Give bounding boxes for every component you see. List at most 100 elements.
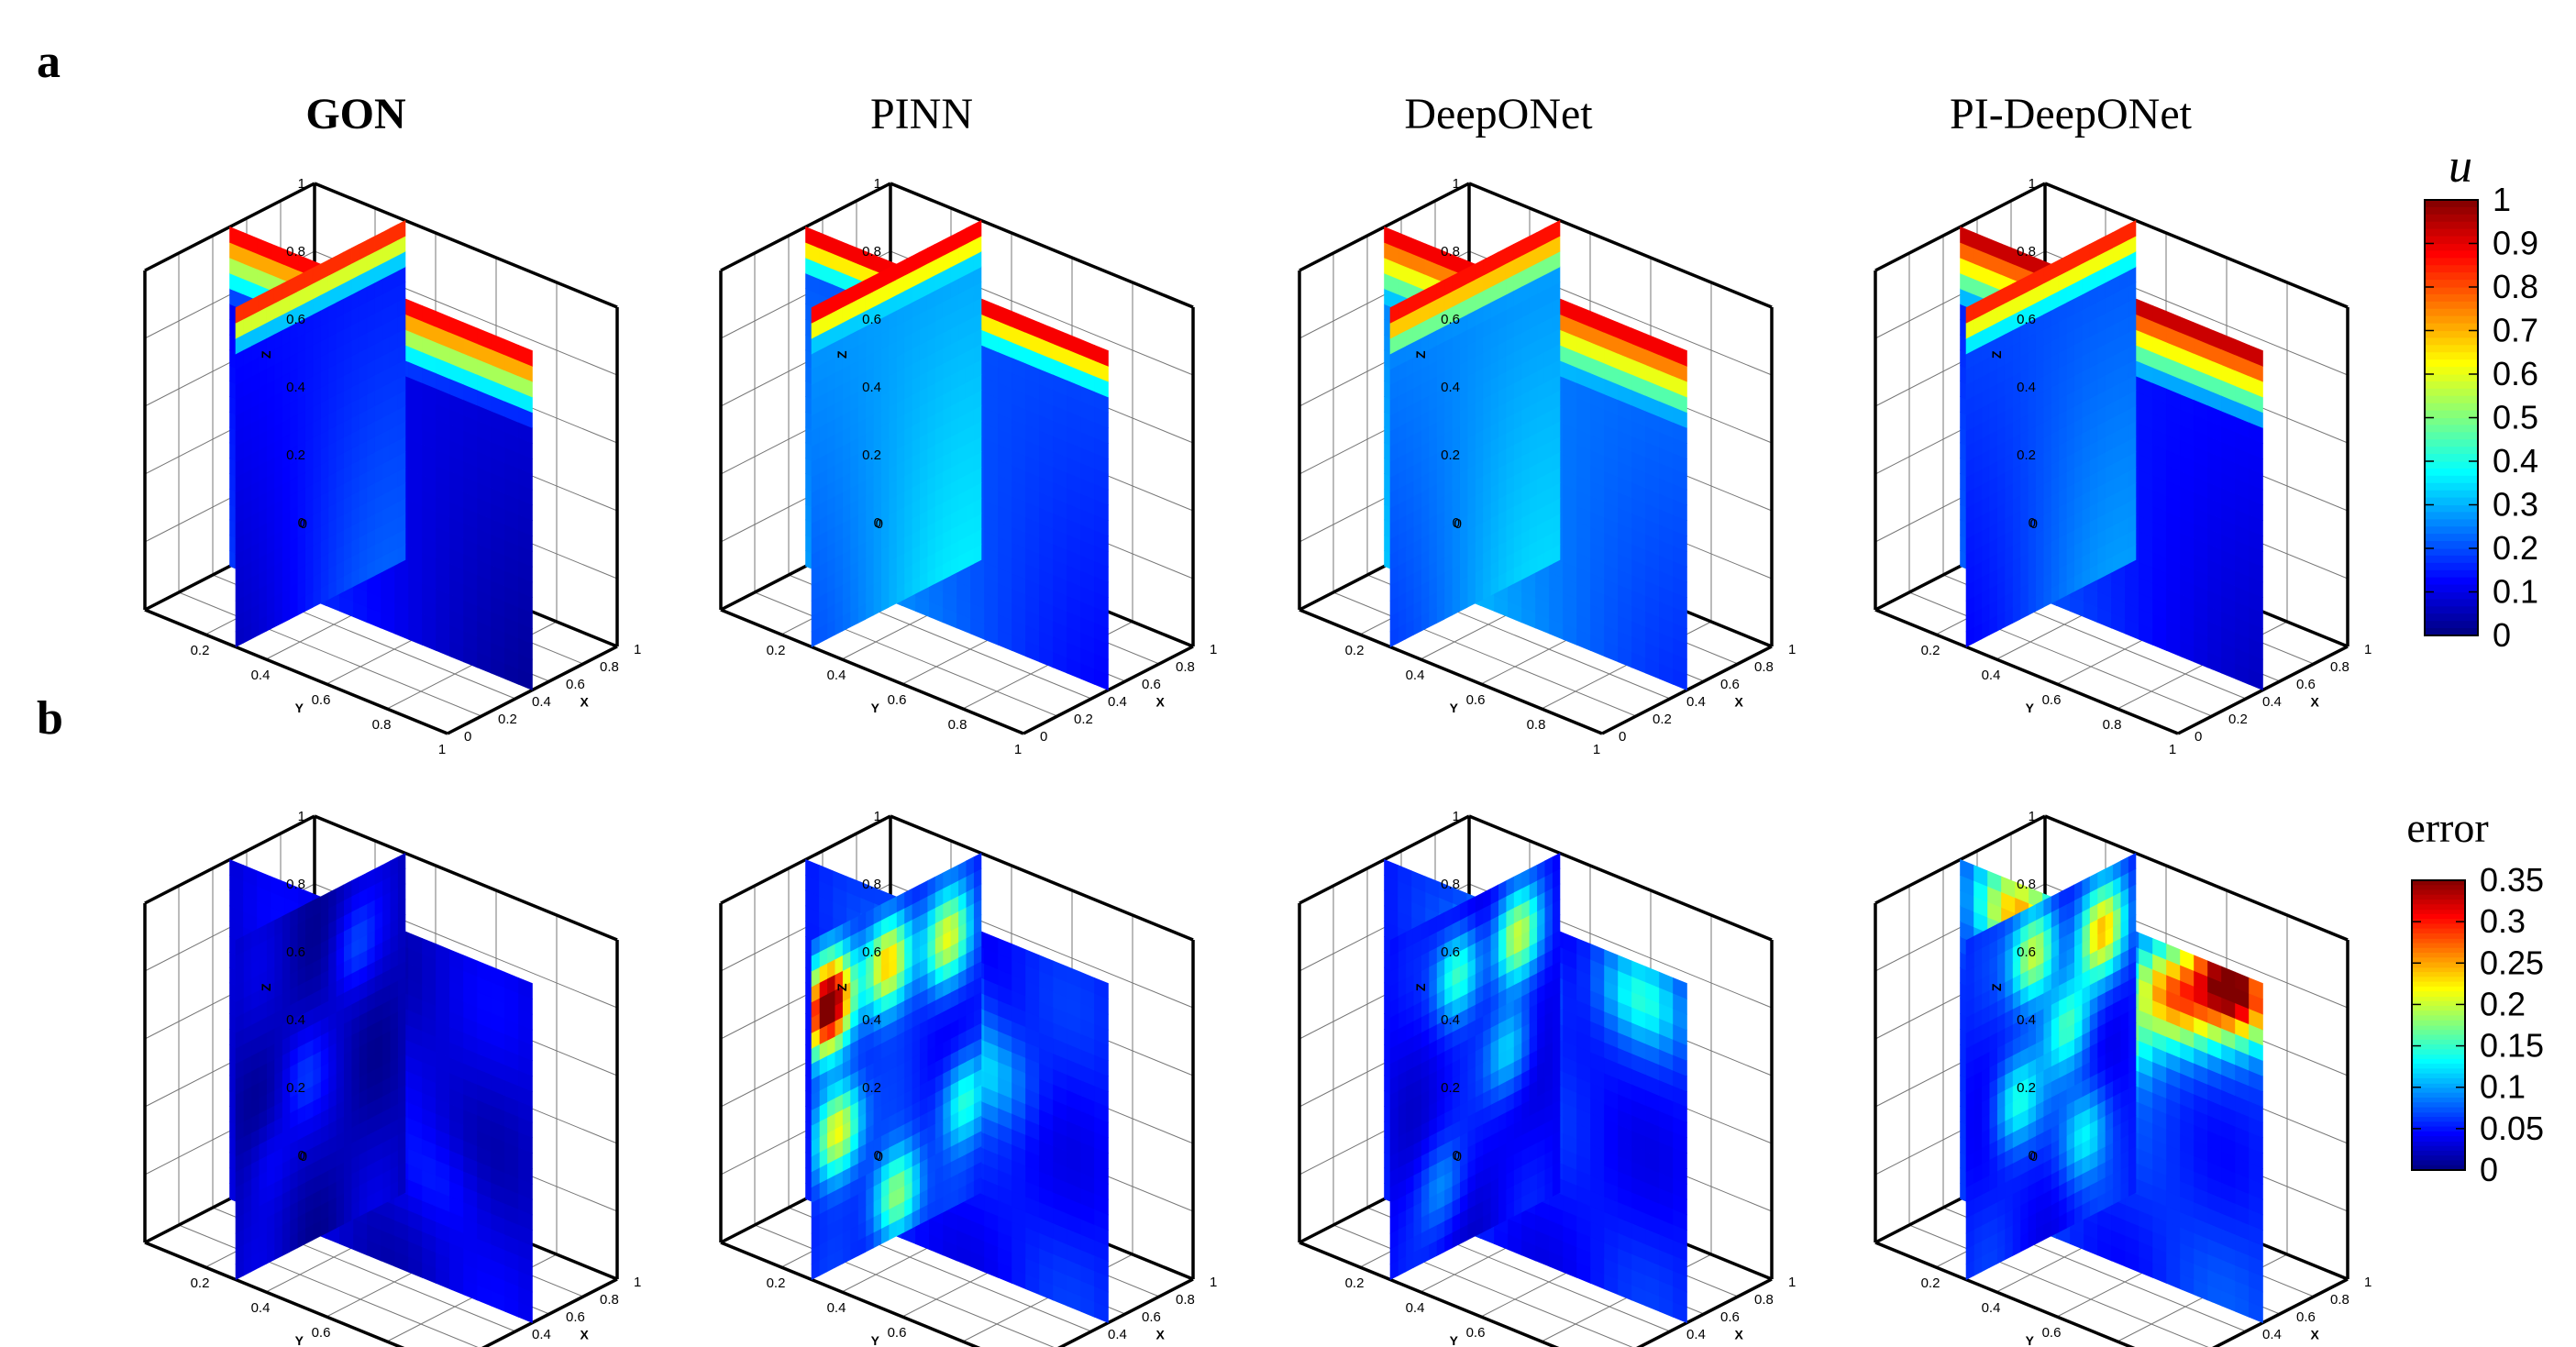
z-tick-label: 1 bbox=[2029, 176, 2036, 192]
y-tick-label: 0.8 bbox=[1527, 717, 1546, 733]
x-tick-label: 1 bbox=[1788, 642, 1796, 657]
y-tick-label: 0 bbox=[2030, 516, 2038, 532]
grid-line bbox=[754, 591, 1058, 717]
x-tick-label: 0.8 bbox=[600, 659, 619, 675]
y-tick-label: 0.8 bbox=[948, 717, 967, 733]
z-tick-label: 0.8 bbox=[2017, 244, 2036, 259]
y-tick-label: 0.6 bbox=[888, 692, 907, 708]
y-tick-label: 0.2 bbox=[767, 643, 786, 658]
model-title: GON bbox=[305, 90, 406, 138]
x-tick-label: 0 bbox=[1040, 729, 1047, 745]
panel-label-a: a bbox=[37, 36, 61, 88]
y-axis-label: Y bbox=[871, 701, 880, 715]
y-tick-label: 0 bbox=[300, 516, 307, 532]
cube-u-pi-deeponet: 000.20.20.20.40.40.40.60.60.60.80.80.811… bbox=[1874, 176, 2371, 757]
y-axis-label: Y bbox=[1450, 701, 1459, 715]
x-tick-label: 0 bbox=[2195, 729, 2202, 745]
y-tick-label: 0 bbox=[1454, 516, 1462, 532]
y-tick-label: 0.2 bbox=[191, 643, 210, 658]
z-tick-label: 0.4 bbox=[1441, 380, 1460, 395]
x-tick-label: 0.2 bbox=[1653, 712, 1672, 727]
x-tick-label: 0.2 bbox=[1074, 712, 1093, 727]
y-tick-label: 1 bbox=[2169, 742, 2176, 757]
z-axis-label: Z bbox=[259, 350, 273, 359]
cube-error-gon: 000.20.20.20.40.40.40.60.60.60.80.80.811… bbox=[143, 809, 641, 1347]
model-title: PI-DeepONet bbox=[1950, 90, 2193, 138]
z-tick-label: 0.6 bbox=[862, 312, 881, 327]
x-tick-label: 0.4 bbox=[1108, 694, 1127, 710]
field-cell bbox=[518, 344, 533, 367]
x-tick-label: 0 bbox=[1619, 729, 1626, 745]
y-axis-label: Y bbox=[295, 701, 304, 715]
x-tick-label: 0.6 bbox=[566, 677, 585, 692]
field-cell bbox=[1094, 344, 1109, 367]
z-axis-label: Z bbox=[1989, 350, 2004, 359]
x-axis-label: X bbox=[580, 695, 590, 710]
z-tick-label: 0.2 bbox=[2017, 447, 2036, 463]
y-tick-label: 1 bbox=[1593, 742, 1600, 757]
x-tick-label: 0.8 bbox=[2330, 659, 2349, 675]
y-tick-label: 0.4 bbox=[251, 668, 271, 683]
x-axis-label: X bbox=[2311, 695, 2320, 710]
x-axis-label: X bbox=[1735, 695, 1744, 710]
y-tick-label: 0.8 bbox=[372, 717, 392, 733]
x-tick-label: 1 bbox=[2364, 642, 2371, 657]
y-tick-label: 0.6 bbox=[312, 692, 331, 708]
cube-u-gon: 000.20.20.20.40.40.40.60.60.60.80.80.811… bbox=[143, 176, 641, 757]
cube-edge bbox=[144, 608, 448, 735]
field-cell bbox=[235, 303, 244, 324]
z-tick-label: 0.6 bbox=[1441, 312, 1460, 327]
slice-plane-y bbox=[235, 220, 406, 647]
y-tick-label: 1 bbox=[438, 742, 446, 757]
z-axis-label: Z bbox=[1413, 350, 1428, 359]
z-axis-label: Z bbox=[835, 350, 849, 359]
x-tick-label: 0 bbox=[464, 729, 471, 745]
slice-plane-y bbox=[811, 220, 982, 647]
y-tick-label: 0.6 bbox=[1466, 692, 1486, 708]
x-tick-label: 0.8 bbox=[1754, 659, 1774, 675]
z-tick-label: 1 bbox=[874, 176, 881, 192]
z-tick-label: 0.8 bbox=[1441, 244, 1460, 259]
x-tick-label: 0.2 bbox=[498, 712, 517, 727]
z-tick-label: 0.2 bbox=[1441, 447, 1460, 463]
z-tick-label: 0.4 bbox=[862, 380, 881, 395]
z-tick-label: 1 bbox=[1453, 176, 1460, 192]
z-tick-label: 0.6 bbox=[2017, 312, 2036, 327]
z-tick-label: 0.2 bbox=[286, 447, 305, 463]
x-axis-label: X bbox=[1156, 695, 1166, 710]
y-tick-label: 0.4 bbox=[1406, 668, 1425, 683]
x-tick-label: 0.2 bbox=[2228, 712, 2248, 727]
y-tick-label: 0.4 bbox=[1982, 668, 2001, 683]
x-tick-label: 0.8 bbox=[1176, 659, 1195, 675]
cube-edge bbox=[720, 608, 1024, 735]
z-tick-label: 0.8 bbox=[862, 244, 881, 259]
y-tick-label: 0 bbox=[876, 516, 883, 532]
y-tick-label: 0.2 bbox=[1921, 643, 1940, 658]
y-tick-label: 0.4 bbox=[827, 668, 846, 683]
z-tick-label: 0.8 bbox=[286, 244, 305, 259]
y-tick-label: 0.8 bbox=[2103, 717, 2122, 733]
cube-u-pinn: 0 0 0.2 0.2 0.2 0.4 0.4 0.4 0.6 0.6 0.6 0.8 0.8 0.8 1 1… bbox=[719, 176, 1217, 757]
cube-edge bbox=[890, 182, 1194, 309]
x-tick-label: 0.6 bbox=[1720, 677, 1740, 692]
z-tick-label: 0 bbox=[298, 515, 305, 531]
z-tick-label: 0.4 bbox=[2017, 380, 2036, 395]
y-axis-label: Y bbox=[2026, 701, 2035, 715]
x-tick-label: 1 bbox=[1210, 642, 1217, 657]
x-tick-label: 0.6 bbox=[2296, 677, 2316, 692]
x-tick-label: 0.4 bbox=[532, 694, 551, 710]
z-tick-label: 0.2 bbox=[862, 447, 881, 463]
z-tick-label: 1 bbox=[298, 176, 305, 192]
y-tick-label: 0.6 bbox=[2042, 692, 2062, 708]
x-tick-label: 0.4 bbox=[1686, 694, 1706, 710]
panel-label-b: b bbox=[37, 692, 63, 745]
y-tick-label: 0.2 bbox=[1345, 643, 1365, 658]
z-tick-label: 0.6 bbox=[286, 312, 305, 327]
cube-u-deeponet: 0 0 0.2 0.2 0.2 0.4 0.4 0.4 0.6 0.6 0.6 0.8 0.8 0.8 1 1… bbox=[1298, 176, 1796, 757]
model-title: PINN bbox=[870, 90, 973, 138]
x-tick-label: 0.6 bbox=[1142, 677, 1161, 692]
model-title: DeepONet bbox=[1404, 90, 1593, 138]
x-tick-label: 1 bbox=[634, 642, 641, 657]
y-tick-label: 1 bbox=[1014, 742, 1022, 757]
